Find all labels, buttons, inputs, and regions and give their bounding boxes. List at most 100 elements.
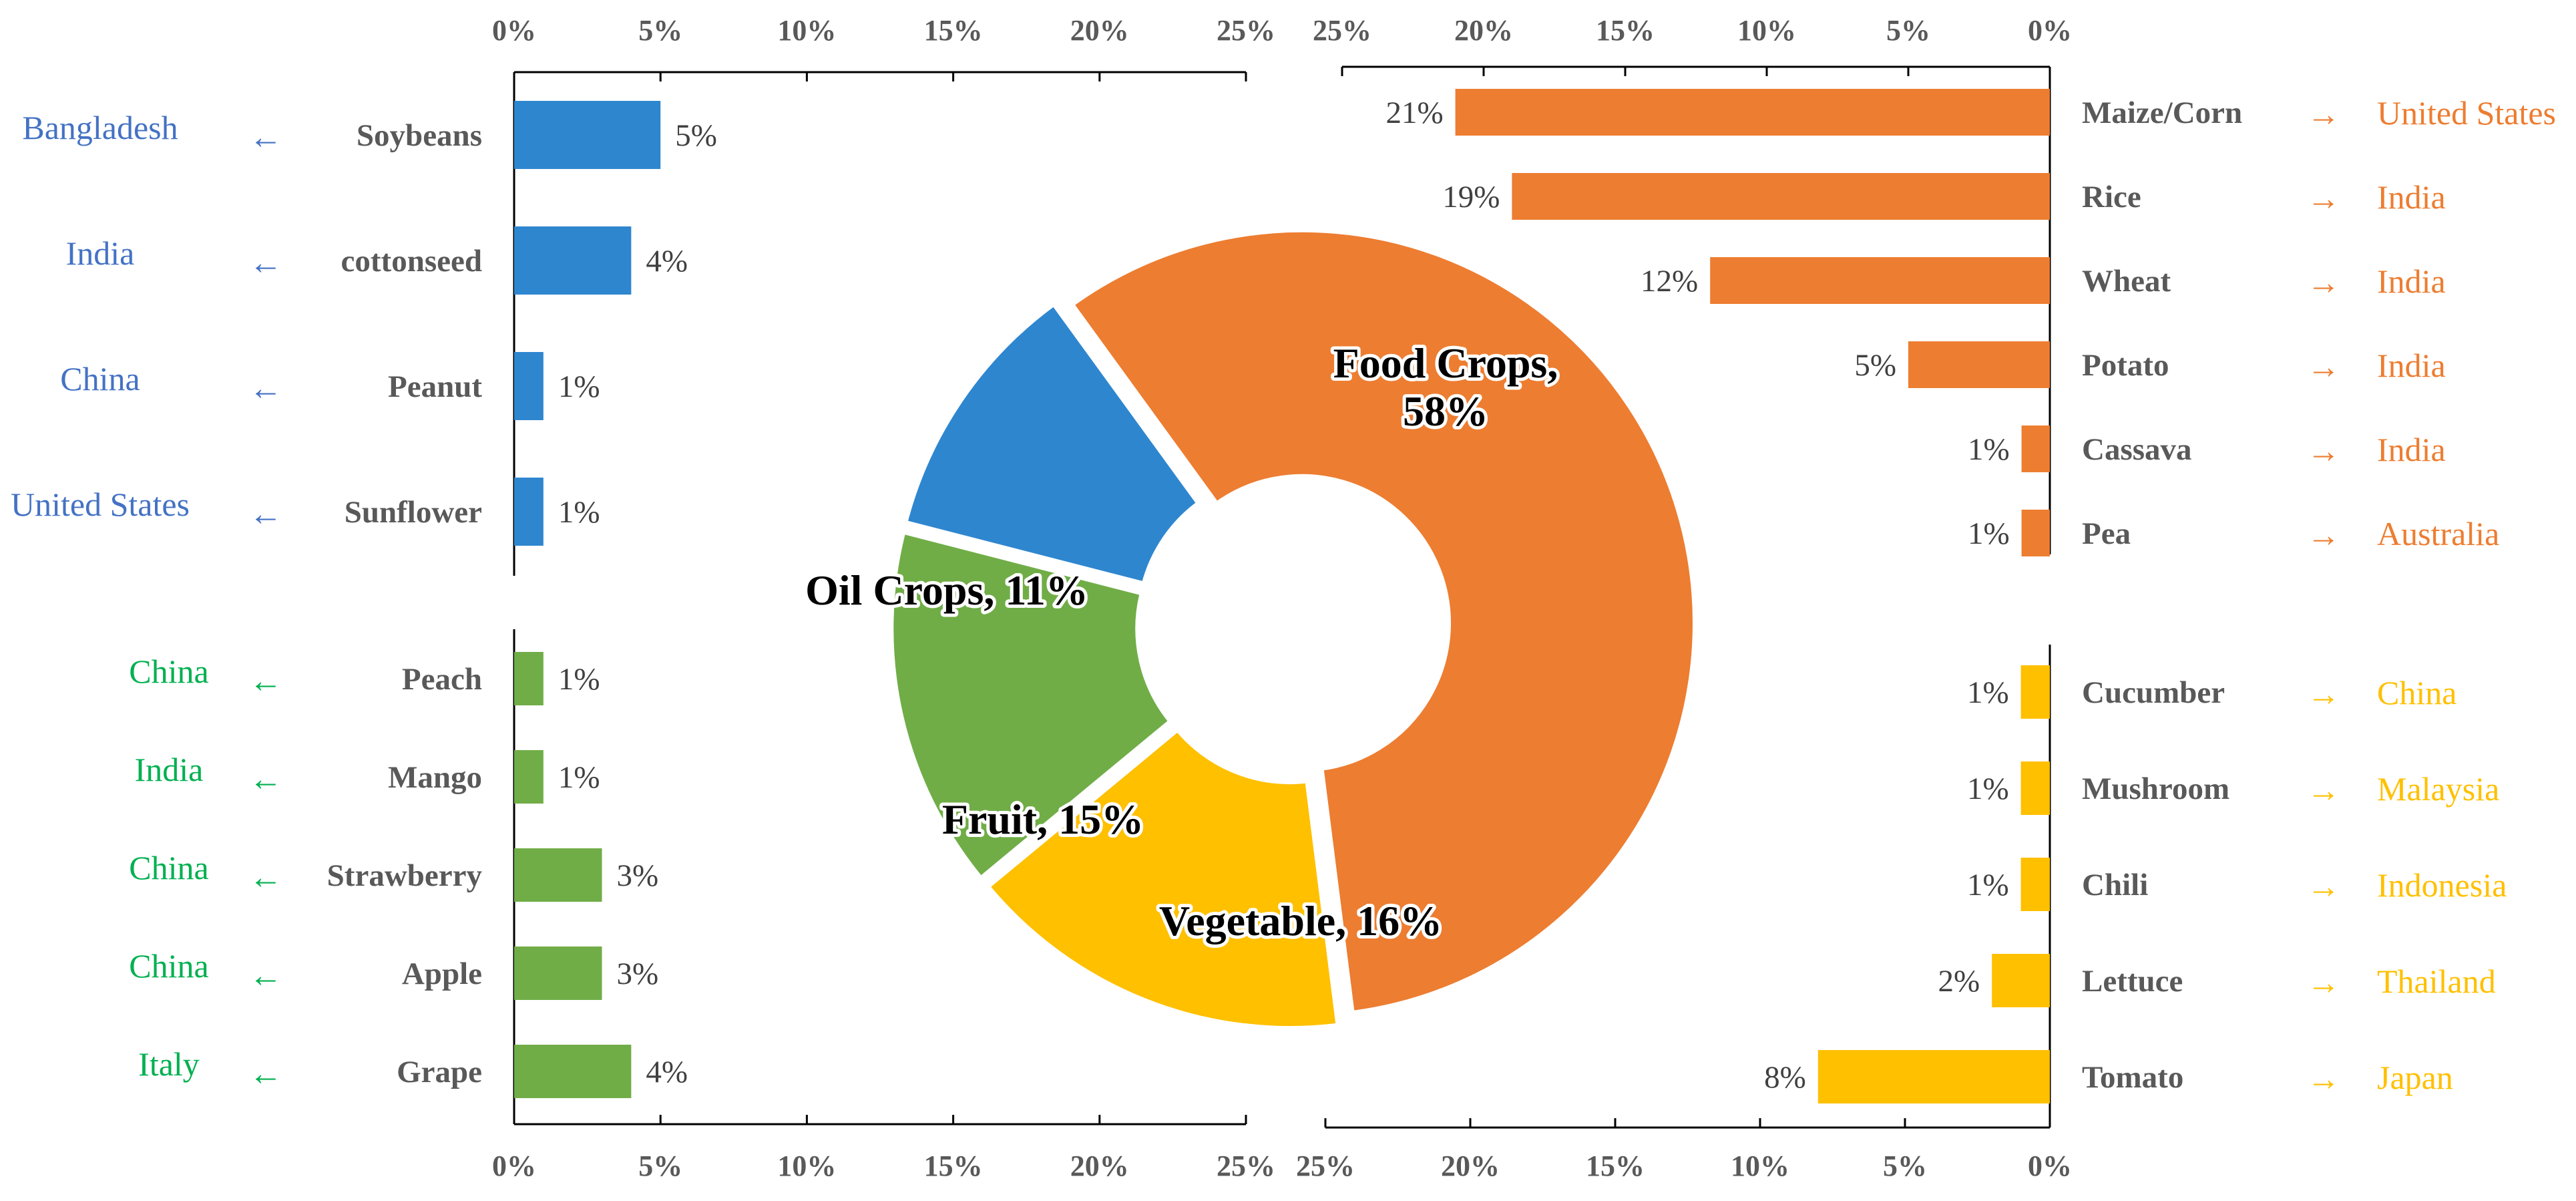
oil-arrow-left-icon: ← xyxy=(249,244,282,281)
vegetable-category-label: Mushroom xyxy=(2082,771,2229,806)
oil-arrow-left-icon: ← xyxy=(249,118,282,156)
food-arrow-right-icon: → xyxy=(2307,432,2340,470)
vegetable-value-label: 8% xyxy=(1764,1060,1806,1095)
vegetable-country-label: Malaysia xyxy=(2377,770,2499,808)
fruit-country-label: India xyxy=(135,751,204,788)
oil-bar xyxy=(514,226,632,295)
vegetable-tick-label: 20% xyxy=(1441,1150,1500,1182)
fruit-bar xyxy=(514,848,602,902)
fruit-category-label: Strawberry xyxy=(327,858,483,893)
food-category-label: Wheat xyxy=(2082,264,2171,299)
vegetable-bar xyxy=(2020,858,2050,911)
food-bar xyxy=(1455,89,2050,136)
vegetable-arrow-right-icon: → xyxy=(2307,675,2340,713)
vegetable-arrow-right-icon: → xyxy=(2307,771,2340,809)
food-arrow-right-icon: → xyxy=(2307,96,2340,133)
food-tick-label: 25% xyxy=(1313,14,1371,47)
oil-value-label: 5% xyxy=(675,118,717,153)
donut-label-fruit: Fruit, 15% xyxy=(942,796,1144,843)
oil-value-label: 1% xyxy=(558,495,600,530)
vegetable-arrow-right-icon: → xyxy=(2307,1060,2340,1097)
fruit-category-label: Peach xyxy=(402,662,482,697)
food-bar xyxy=(1710,257,2050,304)
food-country-label: India xyxy=(2377,178,2446,216)
oil-arrow-left-icon: ← xyxy=(249,495,282,532)
food-arrow-right-icon: → xyxy=(2307,180,2340,217)
oil-category-label: Peanut xyxy=(388,369,482,404)
vegetable-country-label: Thailand xyxy=(2377,963,2496,1000)
vegetable-country-label: Japan xyxy=(2377,1059,2453,1096)
oil-value-label: 4% xyxy=(646,244,688,279)
fruit-bar xyxy=(514,1045,632,1098)
oil-tick-label: 0% xyxy=(492,14,536,47)
food-value-label: 21% xyxy=(1385,96,1443,130)
vegetable-category-label: Cucumber xyxy=(2082,675,2225,710)
food-category-label: Pea xyxy=(2082,516,2131,551)
food-category-label: Rice xyxy=(2082,180,2141,214)
donut-label-oil-crops: Oil Crops, 11% xyxy=(805,566,1088,614)
food-tick-label: 20% xyxy=(1454,14,1513,47)
fruit-category-label: Mango xyxy=(388,760,482,795)
fruit-tick-label: 10% xyxy=(777,1150,836,1182)
food-arrow-right-icon: → xyxy=(2307,264,2340,301)
donut-slice-fruit xyxy=(887,526,1177,885)
fruit-bar xyxy=(514,652,544,705)
oil-tick-label: 20% xyxy=(1070,14,1129,47)
fruit-tick-label: 20% xyxy=(1070,1150,1129,1182)
fruit-country-label: China xyxy=(129,849,208,886)
donut-slice-food-crops xyxy=(1066,225,1699,1018)
fruit-value-label: 1% xyxy=(558,760,600,795)
food-arrow-right-icon: → xyxy=(2307,516,2340,554)
food-tick-label: 10% xyxy=(1737,14,1796,47)
food-category-label: Cassava xyxy=(2082,432,2192,467)
fruit-country-label: China xyxy=(129,947,208,985)
vegetable-bar xyxy=(1992,954,2050,1007)
fruit-arrow-left-icon: ← xyxy=(249,858,282,896)
food-bar xyxy=(2021,510,2050,556)
food-value-label: 1% xyxy=(1968,516,2010,551)
vegetable-bar xyxy=(2020,665,2050,719)
food-tick-label: 5% xyxy=(1886,14,1930,47)
oil-bar xyxy=(514,101,661,169)
food-value-label: 5% xyxy=(1854,348,1896,383)
oil-country-label: Bangladesh xyxy=(22,109,178,146)
vegetable-category-label: Tomato xyxy=(2082,1060,2183,1095)
oil-category-label: cottonseed xyxy=(341,244,482,279)
fruit-value-label: 4% xyxy=(646,1055,688,1089)
vegetable-bar xyxy=(2020,761,2050,815)
donut-label-vegetable: Vegetable, 16% xyxy=(1159,897,1442,945)
oil-arrow-left-icon: ← xyxy=(249,369,282,407)
oil-tick-label: 15% xyxy=(924,14,983,47)
vegetable-value-label: 2% xyxy=(1938,964,1980,999)
fruit-tick-label: 15% xyxy=(924,1150,983,1182)
fruit-bar xyxy=(514,750,544,804)
fruit-arrow-left-icon: ← xyxy=(249,760,282,798)
vegetable-country-label: Indonesia xyxy=(2377,866,2507,904)
vegetable-bar xyxy=(1817,1050,2050,1103)
vegetable-tick-label: 10% xyxy=(1731,1150,1789,1182)
food-category-label: Maize/Corn xyxy=(2082,96,2242,130)
food-tick-label: 15% xyxy=(1596,14,1655,47)
food-country-label: United States xyxy=(2377,94,2556,132)
food-bar xyxy=(1908,341,2050,388)
fruit-category-label: Apple xyxy=(402,957,482,991)
food-tick-label: 0% xyxy=(2028,14,2072,47)
oil-tick-label: 10% xyxy=(777,14,836,47)
food-bar xyxy=(2021,425,2050,472)
fruit-arrow-left-icon: ← xyxy=(249,662,282,699)
fruit-bar xyxy=(514,947,602,1000)
donut-label-food-crops: Food Crops, 58% xyxy=(1333,339,1558,435)
fruit-tick-label: 5% xyxy=(638,1150,682,1182)
fruit-country-label: China xyxy=(129,653,208,690)
donut-slice-vegetable xyxy=(982,723,1343,1033)
oil-tick-label: 5% xyxy=(638,14,682,47)
donut-slice-oil-crops xyxy=(899,297,1205,589)
vegetable-tick-label: 15% xyxy=(1586,1150,1645,1182)
vegetable-value-label: 1% xyxy=(1967,675,2009,710)
fruit-value-label: 3% xyxy=(617,858,659,893)
vegetable-value-label: 1% xyxy=(1967,771,2009,806)
fruit-tick-label: 0% xyxy=(492,1150,536,1182)
oil-category-label: Soybeans xyxy=(357,118,482,153)
vegetable-category-label: Lettuce xyxy=(2082,964,2183,999)
